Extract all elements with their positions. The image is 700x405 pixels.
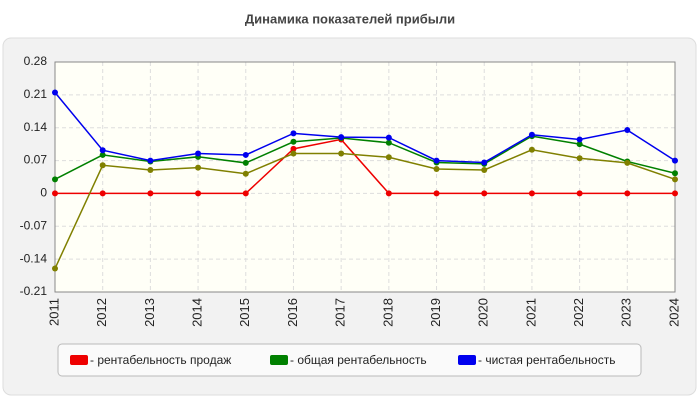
point bbox=[433, 166, 440, 173]
point bbox=[385, 154, 392, 161]
point bbox=[147, 166, 154, 173]
point bbox=[672, 157, 678, 164]
point bbox=[481, 166, 488, 173]
point bbox=[576, 190, 583, 197]
x-tick-label: 2022 bbox=[571, 298, 586, 327]
point bbox=[624, 127, 631, 134]
x-tick-label: 2014 bbox=[190, 298, 205, 327]
point bbox=[385, 134, 392, 141]
y-tick-label: -0.21 bbox=[20, 284, 48, 298]
y-tick-label: 0 bbox=[40, 186, 47, 200]
point bbox=[481, 159, 488, 166]
point bbox=[576, 141, 583, 148]
legend: - рентабельность продаж - общая рентабель… bbox=[57, 343, 642, 377]
point bbox=[242, 190, 249, 197]
point bbox=[99, 162, 106, 169]
point bbox=[433, 157, 440, 164]
point bbox=[528, 131, 535, 138]
x-tick-label: 2012 bbox=[94, 298, 109, 327]
legend-label: - чистая рентабельность bbox=[478, 353, 615, 367]
point bbox=[624, 159, 631, 166]
point bbox=[672, 170, 678, 177]
series-line bbox=[54, 135, 676, 181]
point bbox=[242, 170, 249, 177]
y-tick-label: 0.21 bbox=[24, 87, 48, 101]
y-tick-label: -0.07 bbox=[20, 218, 48, 232]
point bbox=[528, 146, 535, 153]
point bbox=[385, 139, 392, 146]
x-tick-label: 2016 bbox=[285, 298, 300, 327]
point bbox=[481, 190, 488, 197]
series-line bbox=[55, 138, 675, 195]
point bbox=[290, 130, 297, 137]
y-tick-label: 0.07 bbox=[24, 153, 48, 167]
point bbox=[528, 190, 535, 197]
plot-area bbox=[55, 62, 675, 292]
point bbox=[576, 155, 583, 162]
point bbox=[195, 164, 202, 171]
point bbox=[195, 150, 202, 157]
y-tick-label: -0.14 bbox=[20, 251, 48, 265]
x-tick-label: 2021 bbox=[523, 298, 538, 327]
point bbox=[290, 145, 297, 152]
point bbox=[385, 190, 392, 197]
y-tick-label: 0.28 bbox=[24, 54, 48, 68]
point bbox=[195, 190, 202, 197]
point bbox=[242, 159, 249, 166]
chart-title: Динамика показателей прибыли bbox=[245, 11, 455, 26]
point bbox=[290, 138, 297, 145]
legend-label: - общая рентабельность bbox=[290, 353, 427, 367]
x-tick-label: 2011 bbox=[46, 298, 61, 326]
legend-label: - рентабельность продаж bbox=[90, 353, 231, 367]
legend-swatch bbox=[270, 355, 288, 365]
point bbox=[52, 89, 58, 96]
x-tick-label: 2018 bbox=[380, 298, 395, 327]
point bbox=[672, 190, 678, 197]
point bbox=[242, 151, 249, 158]
series-line bbox=[54, 92, 676, 164]
point bbox=[52, 176, 58, 183]
legend-swatch bbox=[458, 355, 476, 365]
x-tick-label: 2013 bbox=[142, 298, 157, 327]
point bbox=[99, 151, 106, 158]
point bbox=[99, 190, 106, 197]
point bbox=[338, 134, 345, 141]
legend-swatch bbox=[70, 355, 88, 365]
point bbox=[52, 190, 58, 197]
x-tick-label: 2023 bbox=[619, 298, 634, 327]
point bbox=[147, 190, 154, 197]
y-tick-label: 0.14 bbox=[24, 120, 48, 134]
point bbox=[338, 150, 345, 157]
point bbox=[624, 190, 631, 197]
x-tick-label: 2017 bbox=[333, 298, 348, 327]
point bbox=[672, 176, 678, 183]
point bbox=[433, 190, 440, 197]
point bbox=[576, 136, 583, 143]
point bbox=[99, 147, 106, 154]
series-line bbox=[54, 148, 676, 269]
x-tick-label: 2020 bbox=[476, 298, 491, 327]
x-tick-label: 2015 bbox=[237, 298, 252, 327]
x-tick-label: 2024 bbox=[666, 298, 681, 327]
point bbox=[52, 265, 58, 272]
point bbox=[147, 157, 154, 164]
point bbox=[290, 150, 297, 157]
x-tick-label: 2019 bbox=[428, 298, 443, 327]
